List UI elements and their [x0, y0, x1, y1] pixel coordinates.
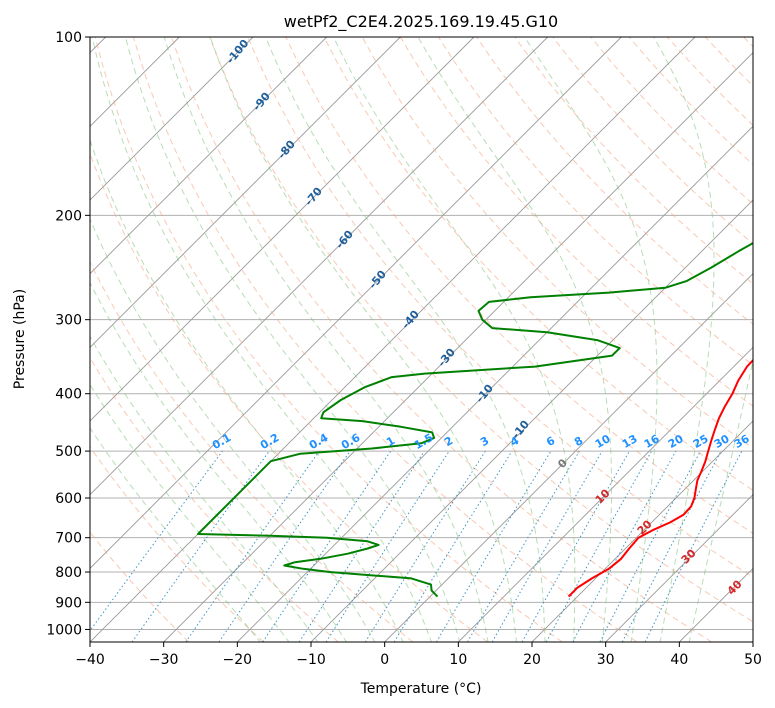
y-tick-label: 500: [55, 444, 82, 460]
x-tick-label: −20: [223, 652, 253, 668]
dry-adiabat-lines: [90, 37, 753, 642]
dry-adiabat-line: [90, 356, 339, 642]
mixing-ratio-line: [218, 450, 351, 642]
dry-adiabat-line: [171, 37, 712, 642]
moist-adiabat-line: [653, 37, 715, 642]
moist-adiabat-line: [417, 37, 612, 642]
dry-adiabat-line: [90, 260, 414, 642]
y-tick-label: 900: [55, 595, 82, 611]
x-axis-title: Temperature (°C): [360, 681, 482, 697]
temperature-profile-line: [567, 358, 753, 598]
dry-adiabat-line: [247, 37, 753, 578]
moist-adiabat-line: [209, 37, 518, 642]
y-axis-title: Pressure (hPa): [12, 289, 28, 389]
moist-adiabat-line: [125, 37, 461, 642]
x-axis-ticks: −40 −30 −20 −10 0 10 20 30 40 50: [75, 642, 762, 668]
y-tick-label: 300: [55, 313, 82, 329]
plot-frame: [89, 36, 754, 643]
dry-adiabat-line: [94, 37, 563, 642]
isotherm-line: [90, 37, 327, 275]
isotherm-line: [384, 273, 753, 642]
plot-area: -100-90-80-70-60-50-40-30-10-100.1 0.2 0.4…: [90, 37, 753, 642]
mixing-ratio-line: [393, 450, 513, 642]
isotherm-line: [531, 420, 753, 642]
profile-lines: [197, 241, 753, 598]
x-tick-label: 0: [380, 652, 389, 668]
x-tick-label: −10: [296, 652, 326, 668]
y-tick-label: 1000: [46, 622, 82, 638]
y-tick-label: 200: [55, 208, 82, 224]
mixing-ratio-line: [131, 450, 270, 642]
x-tick-label: 10: [449, 652, 467, 668]
moist-adiabat-line: [332, 37, 576, 642]
moist-adiabat-line: [90, 383, 290, 642]
moist-adiabat-line: [163, 37, 489, 642]
mixing-ratio-line: [545, 450, 653, 642]
pressure-gridlines: [90, 37, 753, 630]
moist-adiabat-line: [90, 138, 404, 642]
dry-adiabat-line: [476, 37, 753, 325]
dry-adiabat-line: [514, 37, 753, 285]
moist-adiabat-line: [90, 335, 319, 642]
x-tick-label: 50: [744, 652, 762, 668]
y-tick-label: 700: [55, 531, 82, 547]
isotherm-line: [458, 346, 753, 642]
dry-adiabat-line: [90, 446, 264, 642]
moist-adiabat-line: [524, 37, 658, 642]
dry-adiabat-line: [285, 37, 753, 535]
x-tick-label: 30: [597, 652, 615, 668]
dry-adiabat-line: [323, 37, 753, 491]
isotherm-line: [90, 37, 696, 642]
x-tick-label: −40: [75, 652, 105, 668]
mixing-ratio-line: [262, 450, 392, 642]
isotherm-line: [90, 37, 401, 348]
y-tick-label: 400: [55, 387, 82, 403]
moist-adiabat-line: [91, 37, 432, 642]
isotherm-line: [90, 37, 548, 496]
mixing-ratio-line: [185, 450, 320, 642]
chart-title: wetPf2_C2E4.2025.169.19.45.G10: [284, 12, 558, 32]
mixing-ratio-line: [298, 450, 425, 642]
dry-adiabat-line: [132, 37, 638, 642]
moist-adiabat-line: [90, 281, 347, 642]
y-tick-label: 100: [55, 30, 82, 46]
y-tick-label: 800: [55, 565, 82, 581]
moist-adiabat-lines: [90, 37, 753, 642]
dry-adiabat-line: [209, 37, 753, 623]
isotherm-line: [90, 37, 254, 201]
x-tick-label: −30: [149, 652, 179, 668]
moist-adiabat-line: [688, 358, 753, 642]
y-axis-ticks: 100 200 300 400 500 600 700 800 900 1000: [46, 30, 90, 638]
isotherm-line: [605, 494, 753, 642]
isotherm-line: [90, 37, 475, 422]
mixing-ratio-line: [90, 450, 223, 632]
isotherm-line: [237, 125, 753, 642]
isotherm-line: [163, 52, 753, 642]
dewpoint-profile-line: [197, 241, 753, 598]
x-tick-label: 40: [670, 652, 688, 668]
y-tick-label: 600: [55, 491, 82, 507]
moist-adiabat-line: [265, 37, 546, 642]
isotherm-line: [90, 37, 622, 569]
mixing-ratio-line: [644, 450, 743, 642]
isotherm-lines: [90, 37, 753, 642]
mixing-ratio-line: [325, 450, 450, 642]
moist-adiabat-line: [90, 217, 376, 642]
mixing-ratio-line: [521, 450, 630, 642]
moist-adiabat-line: [90, 427, 261, 642]
x-tick-label: 20: [523, 652, 541, 668]
